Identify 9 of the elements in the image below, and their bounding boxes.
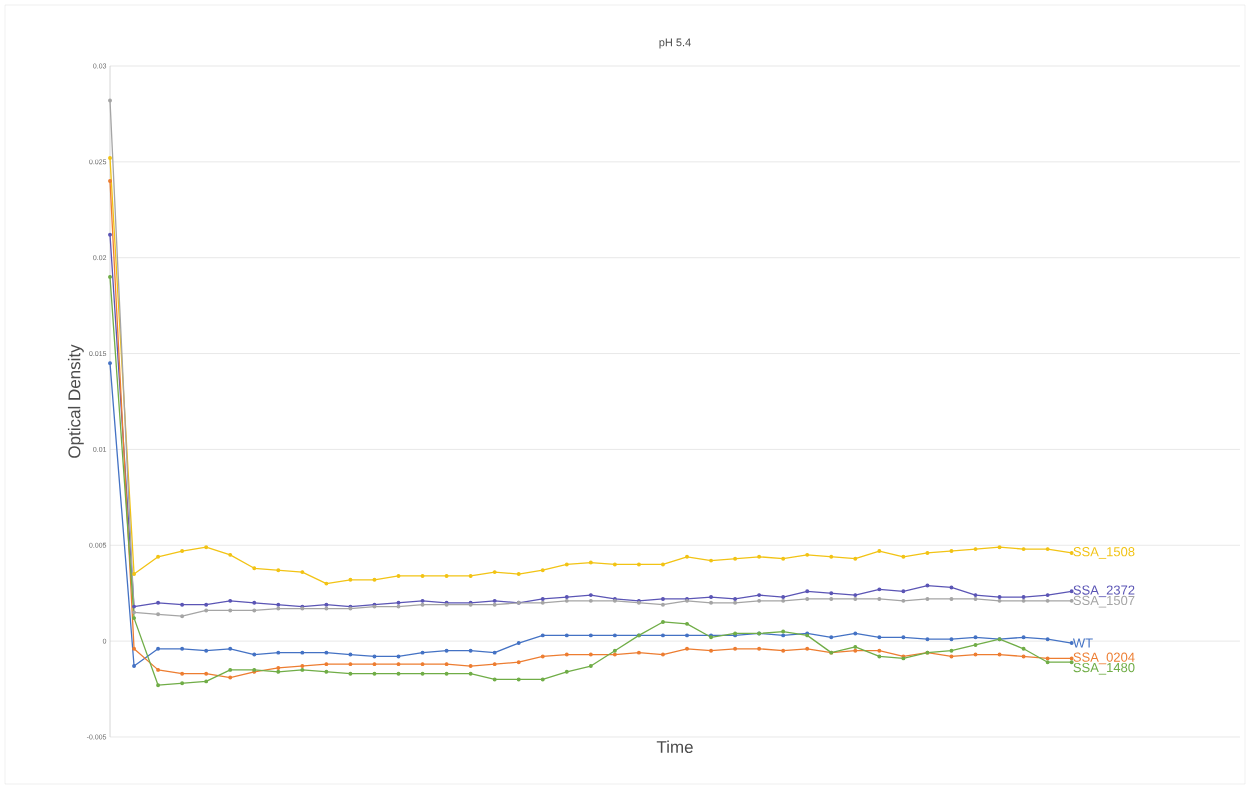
- y-axis-title: Optical Density: [67, 344, 84, 458]
- series-label: SSA_2372: [1073, 585, 1135, 598]
- series-label: SSA_1508: [1073, 547, 1135, 559]
- series-label: SSA_1480: [1073, 662, 1135, 675]
- x-axis-title: Time: [656, 740, 693, 754]
- series-label: WT: [1072, 638, 1093, 648]
- chart-title: pH 5.4: [659, 38, 691, 49]
- series-label: SSA_1507: [1073, 595, 1135, 608]
- series-label: SSA_0204: [1073, 652, 1135, 665]
